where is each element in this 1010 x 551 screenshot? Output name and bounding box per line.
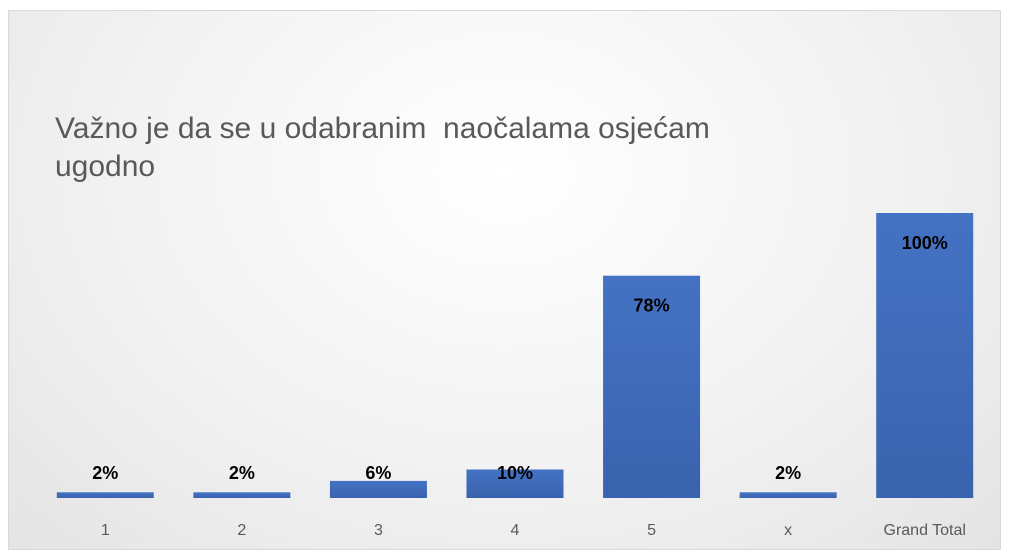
data-label: 6% bbox=[365, 463, 391, 483]
x-tick-label: 1 bbox=[101, 522, 110, 539]
data-label: 100% bbox=[902, 233, 948, 253]
bar bbox=[739, 492, 837, 498]
bar bbox=[193, 492, 291, 498]
x-tick-label: 2 bbox=[237, 522, 246, 539]
bar bbox=[329, 480, 427, 498]
bar bbox=[466, 469, 564, 498]
data-label: 2% bbox=[775, 463, 801, 483]
x-tick-label: 3 bbox=[374, 522, 383, 539]
data-label: 2% bbox=[92, 463, 118, 483]
bar bbox=[56, 492, 154, 498]
data-label: 2% bbox=[229, 463, 255, 483]
chart-area bbox=[8, 10, 1001, 550]
x-tick-label: 5 bbox=[647, 522, 656, 539]
bar bbox=[876, 213, 974, 498]
data-label: 10% bbox=[497, 463, 533, 483]
x-tick-label: 4 bbox=[511, 522, 520, 539]
bar bbox=[603, 275, 701, 498]
x-tick-label: x bbox=[784, 522, 792, 539]
chart-title: Važno je da se u odabranim naočalama osj… bbox=[55, 112, 719, 183]
data-label: 78% bbox=[634, 295, 670, 315]
x-tick-label: Grand Total bbox=[884, 522, 966, 539]
